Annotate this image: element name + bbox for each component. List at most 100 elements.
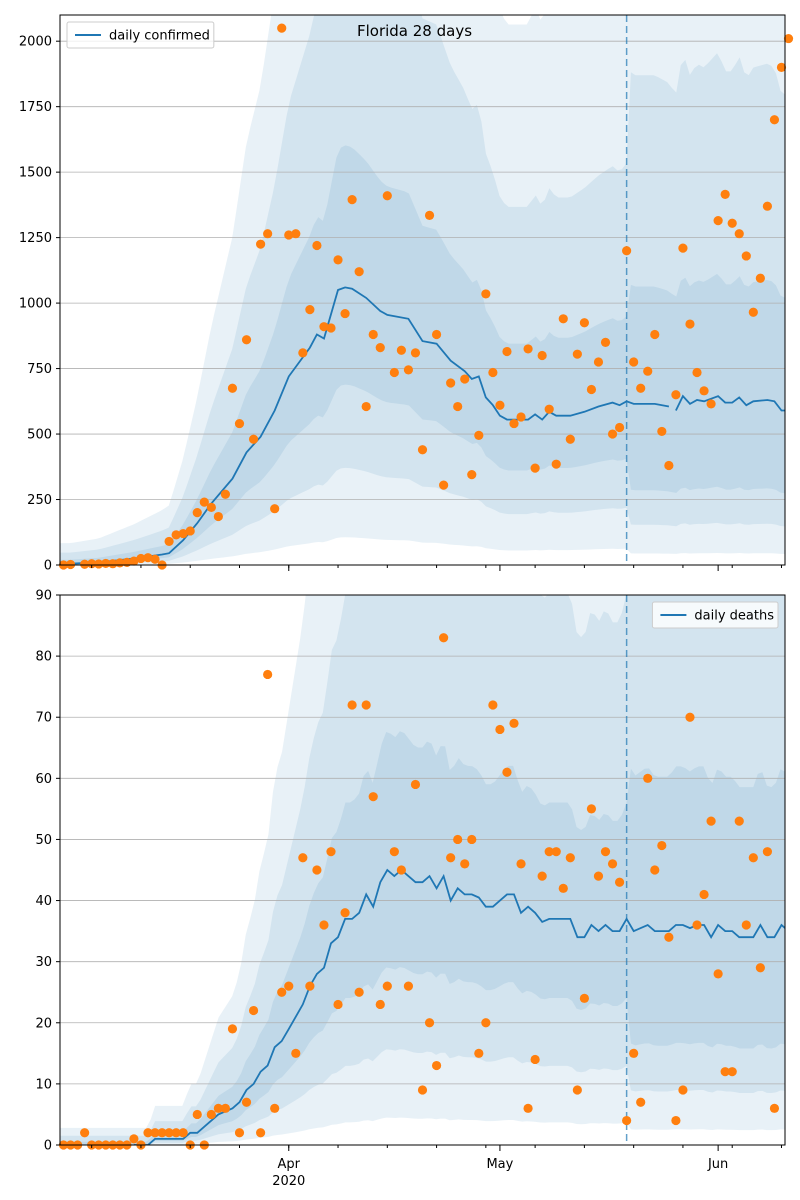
axes: 0 250 500 750 1000 1250 1500 1750 2000	[19, 14, 786, 574]
observed-point	[544, 847, 554, 857]
observed-point	[685, 319, 695, 329]
observed-point	[375, 343, 385, 353]
observed-point	[150, 1128, 160, 1138]
confidence-bands	[60, 595, 785, 1145]
observed-point	[600, 337, 611, 347]
observed-point	[551, 459, 561, 469]
observed-point	[741, 251, 751, 261]
observed-point	[769, 1103, 780, 1113]
observed-point	[241, 335, 252, 345]
observed-point	[234, 1128, 245, 1138]
observed-point	[650, 329, 660, 340]
observed-point	[396, 345, 406, 355]
observed-point	[65, 559, 76, 570]
observed-point	[467, 470, 477, 480]
observed-point	[720, 189, 730, 200]
y-tick-label: 70	[35, 711, 52, 726]
axes-frame	[59, 594, 786, 1146]
observed-point	[692, 920, 702, 930]
observed-point	[565, 434, 575, 444]
observed-point	[734, 229, 744, 239]
observed-point	[241, 1097, 252, 1107]
observed-point	[439, 633, 449, 643]
observed-point	[263, 229, 273, 239]
observed-point	[481, 1018, 491, 1028]
confidence-band-3	[60, 145, 785, 565]
observed-point	[551, 847, 561, 857]
observed-point	[312, 240, 322, 251]
observed-point	[368, 329, 378, 340]
confidence-band-2	[60, 595, 785, 1145]
observed-point	[439, 480, 449, 490]
observed-point	[143, 553, 153, 563]
observed-point	[720, 1067, 730, 1077]
observed-point	[340, 908, 350, 918]
observed-point	[446, 853, 456, 863]
observed-point	[579, 993, 589, 1003]
observed-point	[101, 558, 111, 569]
observed-point	[502, 346, 512, 357]
observed-point	[572, 349, 582, 359]
confirmed-panel: 0 250 500 750 1000 1250 1500 1750 2000 daily con…	[19, 14, 794, 574]
observed-point	[558, 314, 568, 324]
observed-point	[622, 246, 632, 256]
observed-point	[256, 1128, 266, 1138]
axes: 0 10 20 30 40 50 60 70 80 90 Apr 2020 May Jun	[35, 589, 786, 1189]
observed-points	[58, 633, 780, 1150]
legend: daily confirmed	[66, 21, 215, 49]
observed-point	[227, 1024, 238, 1034]
observed-point	[417, 1085, 428, 1095]
observed-point	[382, 981, 392, 991]
y-tick-label: 20	[35, 1016, 52, 1031]
observed-point	[424, 1018, 435, 1028]
observed-point	[460, 859, 470, 869]
observed-point	[769, 115, 780, 125]
observed-point	[396, 865, 406, 875]
observed-point	[129, 556, 139, 566]
observed-point	[354, 267, 364, 277]
observed-point	[227, 383, 238, 393]
chart-title: Florida 28 days	[357, 22, 472, 40]
observed-point	[586, 384, 597, 395]
observed-point	[629, 357, 639, 367]
observed-point	[636, 383, 646, 393]
observed-point	[312, 865, 322, 875]
axes-frame	[59, 14, 786, 566]
y-tick-label: 80	[35, 650, 52, 665]
observed-point	[319, 322, 329, 332]
observed-point	[586, 804, 597, 814]
x-tick-label: Jun	[707, 1157, 728, 1172]
y-tick-label: 750	[27, 362, 52, 377]
observed-point	[643, 366, 653, 376]
observed-point	[291, 229, 301, 239]
observed-point	[108, 559, 118, 569]
observed-point	[361, 401, 371, 412]
legend-label: daily deaths	[694, 609, 774, 624]
observed-point	[375, 999, 385, 1010]
observed-points	[58, 23, 794, 570]
observed-point	[614, 422, 625, 433]
observed-point	[270, 504, 280, 514]
observed-point	[579, 318, 589, 328]
observed-point	[657, 840, 667, 851]
observed-point	[178, 1128, 188, 1138]
observed-point	[664, 932, 674, 942]
observed-point	[213, 511, 223, 522]
observed-point	[671, 1115, 681, 1126]
x-tick-label: May	[486, 1157, 513, 1172]
observed-point	[678, 243, 688, 253]
observed-point	[389, 367, 399, 378]
observed-point	[284, 230, 294, 240]
observed-point	[326, 847, 336, 857]
observed-point	[248, 434, 259, 444]
observed-point	[270, 1103, 280, 1113]
observed-point	[565, 853, 575, 863]
observed-point	[178, 528, 188, 539]
observed-point	[467, 834, 477, 845]
observed-point	[424, 210, 435, 220]
y-tick-label: 1250	[19, 231, 52, 246]
observed-point	[607, 429, 618, 439]
observed-point	[94, 559, 104, 569]
observed-point	[699, 386, 709, 396]
